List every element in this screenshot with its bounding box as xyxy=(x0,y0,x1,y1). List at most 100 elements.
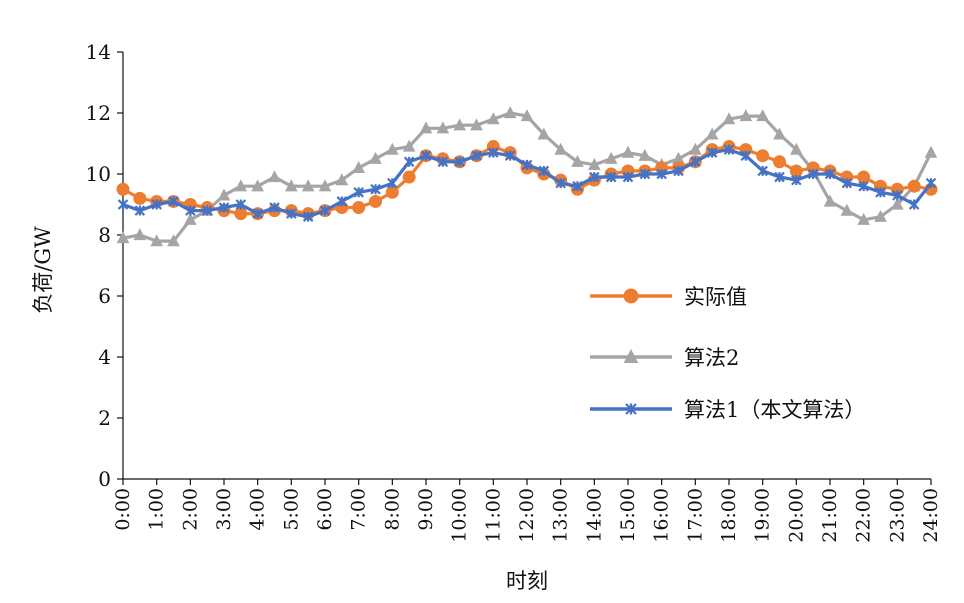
legend-item: 算法1（本文算法） xyxy=(590,398,865,422)
data-point xyxy=(706,147,718,158)
data-point xyxy=(690,156,701,168)
data-point xyxy=(572,180,583,192)
data-point xyxy=(133,228,147,241)
y-axis-label: 负荷/GW xyxy=(31,226,55,314)
data-point xyxy=(353,187,364,198)
x-tick-label: 10:00 xyxy=(449,488,471,543)
data-point xyxy=(891,197,904,210)
x-axis-label: 时刻 xyxy=(506,569,548,593)
x-tick-label: 13:00 xyxy=(550,488,572,543)
data-point xyxy=(116,231,130,244)
data-point xyxy=(336,196,348,207)
data-point xyxy=(387,177,398,189)
data-point xyxy=(269,202,280,213)
x-tick-label: 19:00 xyxy=(752,488,774,543)
data-point xyxy=(571,154,584,167)
data-point xyxy=(419,121,433,134)
data-point xyxy=(756,109,769,122)
legend-label: 实际值 xyxy=(684,285,747,309)
x-tick-labels: 0:00 1:00 2:00 3:00 4:00 5:00 6:00 7:00 8:00 9:00… xyxy=(112,479,942,543)
data-point xyxy=(907,179,921,193)
data-point xyxy=(436,121,450,134)
x-tick-label: 12:00 xyxy=(516,488,538,543)
data-point xyxy=(454,156,465,168)
x-tick-label: 24:00 xyxy=(920,488,942,543)
data-point xyxy=(858,180,869,192)
data-point xyxy=(370,183,381,195)
data-point xyxy=(318,179,332,192)
data-point xyxy=(521,159,533,171)
data-point xyxy=(218,202,230,213)
data-point xyxy=(234,179,248,192)
data-point xyxy=(892,190,903,201)
x-tick-label: 15:00 xyxy=(617,488,639,543)
y-tick-label: 4 xyxy=(98,345,111,369)
x-tick-label: 20:00 xyxy=(785,488,807,543)
data-point xyxy=(622,171,634,183)
data-point xyxy=(471,150,482,161)
data-point xyxy=(623,349,639,363)
data-point xyxy=(722,112,736,125)
data-point xyxy=(840,203,854,216)
data-point xyxy=(168,196,179,207)
data-point xyxy=(520,109,534,122)
data-point xyxy=(774,171,785,183)
x-tick-label: 23:00 xyxy=(886,488,908,543)
data-point xyxy=(555,177,566,189)
data-point xyxy=(875,187,886,198)
data-point xyxy=(420,150,432,161)
data-point xyxy=(672,151,685,164)
data-point xyxy=(453,118,466,131)
data-point xyxy=(403,156,415,168)
data-point xyxy=(604,151,618,164)
data-point xyxy=(537,127,551,140)
data-point xyxy=(116,182,130,196)
x-tick-label: 1:00 xyxy=(146,488,168,531)
y-tick-labels: 0 2 4 6 8 10 12 14 xyxy=(86,40,123,491)
data-point xyxy=(285,179,298,192)
x-tick-label: 4:00 xyxy=(247,488,269,531)
x-tick-label: 16:00 xyxy=(651,488,673,543)
data-point xyxy=(538,165,550,177)
data-point xyxy=(740,150,752,161)
x-tick-label: 14:00 xyxy=(583,488,605,543)
data-point xyxy=(437,156,449,168)
data-point xyxy=(134,205,146,216)
data-point xyxy=(924,145,938,158)
data-point xyxy=(589,171,600,183)
data-point xyxy=(841,177,853,189)
data-point xyxy=(739,109,753,122)
data-point xyxy=(488,147,499,158)
data-point xyxy=(402,139,416,152)
data-point xyxy=(756,149,770,163)
data-point xyxy=(605,171,617,183)
data-point xyxy=(773,155,786,169)
x-tick-label: 2:00 xyxy=(179,488,201,531)
data-point xyxy=(335,173,349,186)
y-tick-label: 12 xyxy=(86,101,111,125)
data-point xyxy=(386,142,399,155)
y-tick-label: 14 xyxy=(86,40,111,64)
data-point xyxy=(656,168,667,180)
data-point xyxy=(302,211,314,222)
data-point xyxy=(117,199,129,210)
data-point xyxy=(319,205,331,216)
data-point xyxy=(621,145,635,158)
data-point xyxy=(639,168,651,180)
data-point xyxy=(369,151,382,164)
x-tick-label: 21:00 xyxy=(819,488,841,543)
data-point xyxy=(588,158,601,170)
data-point xyxy=(503,106,517,119)
x-tick-label: 22:00 xyxy=(853,488,875,543)
data-point xyxy=(167,234,180,247)
data-point xyxy=(705,127,719,140)
x-tick-label: 5:00 xyxy=(280,488,302,531)
data-point xyxy=(857,212,870,225)
x-tick-label: 0:00 xyxy=(112,488,134,531)
x-tick-label: 7:00 xyxy=(348,488,370,531)
data-point xyxy=(352,201,366,215)
x-tick-label: 18:00 xyxy=(718,488,740,543)
data-point xyxy=(201,205,213,216)
data-point xyxy=(470,118,483,131)
